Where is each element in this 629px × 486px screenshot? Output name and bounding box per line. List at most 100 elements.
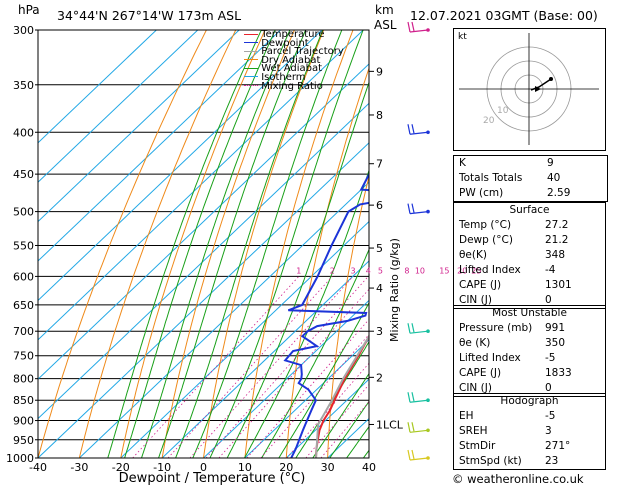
- km-tick-label: 8: [376, 109, 383, 122]
- wind-barb-dot: [426, 398, 430, 403]
- wet-adiabat-line: [192, 30, 343, 458]
- wind-barb: [409, 429, 429, 433]
- surface-label: Dewp (°C): [459, 234, 513, 246]
- isotherm-line: [79, 181, 369, 458]
- hodograph-label: StmSpd (kt): [459, 455, 522, 467]
- surface-value: 1301: [545, 279, 572, 291]
- hodograph-panel: Hodograph EH -5 SREH 3 StmDir 271° StmSpd (kt)…: [453, 393, 606, 470]
- isotherm-line: [120, 220, 369, 458]
- most-unstable-value: 0: [545, 382, 552, 394]
- mixing-ratio-label: 2: [330, 266, 335, 275]
- wind-barb-flag: [407, 392, 411, 403]
- surface-row: Lifted Index -4: [454, 263, 605, 278]
- wet-adiabat-line: [226, 80, 369, 458]
- km-tick-label: 6: [376, 199, 383, 212]
- hodograph-value: -5: [545, 410, 556, 422]
- wind-barb-flag: [411, 203, 415, 213]
- temp-tick-label: -10: [153, 461, 171, 474]
- pressure-tick-label: 700: [13, 325, 34, 338]
- isotherm-line: [38, 142, 369, 458]
- hodograph-row: StmDir 271°: [454, 439, 605, 454]
- dry-adiabat-line: [120, 30, 266, 458]
- wet-adiabat-line: [261, 248, 369, 458]
- km-tick-label: 1LCL: [376, 418, 404, 431]
- temperature-profile: [315, 334, 369, 458]
- km-unit-label: km: [375, 3, 394, 17]
- mixing-ratio-label: 1: [296, 266, 301, 275]
- temp-tick-label: -20: [112, 461, 130, 474]
- wet-adiabat-line: [157, 30, 307, 458]
- wet-adiabat-line: [345, 425, 369, 458]
- mixing-ratio-line: [205, 276, 369, 458]
- plot-area: [38, 30, 369, 458]
- location-title: 34°44'N 267°14'W 173m ASL: [57, 8, 242, 23]
- temp-tick-label: 20: [279, 461, 293, 474]
- isotherm-line: [38, 30, 199, 183]
- wind-barb-flag: [407, 422, 411, 433]
- legend-temperature: Temperature: [244, 30, 344, 40]
- isotherm-line: [38, 102, 369, 420]
- surface-value: 21.2: [545, 234, 569, 246]
- wet-adiabat-line: [312, 372, 369, 458]
- legend-isotherm: Isotherm: [244, 72, 344, 83]
- stability-indices-panel: K 9 Totals Totals 40 PW (cm) 2.59: [453, 155, 608, 202]
- mixing-ratio-label: 5: [378, 266, 383, 275]
- most-unstable-title: Most Unstable: [492, 307, 567, 319]
- temp-tick-label: -30: [70, 461, 88, 474]
- surface-row: CAPE (J) 1301: [454, 278, 605, 293]
- mixing-ratio-line: [189, 276, 354, 458]
- surface-value: 27.2: [545, 219, 569, 231]
- mixing-ratio-label: 8: [404, 266, 409, 275]
- wind-barb-dot: [426, 130, 430, 135]
- pressure-tick-label: 450: [13, 168, 34, 181]
- km-tick-label: 7: [376, 158, 383, 171]
- most-unstable-row: Lifted Index -5: [454, 351, 605, 366]
- surface-row: θe(K) 348: [454, 248, 605, 263]
- wind-barb: [409, 330, 429, 334]
- most-unstable-label: Lifted Index: [459, 352, 521, 364]
- wet-adiabat-line: [243, 168, 369, 458]
- hodograph-title: Hodograph: [500, 395, 559, 407]
- most-unstable-label: Pressure (mb): [459, 322, 533, 334]
- mixing-ratio-label: 15: [439, 266, 449, 275]
- surface-label: CIN (J): [459, 294, 492, 306]
- most-unstable-label: CIN (J): [459, 382, 492, 394]
- hodograph-ring-label: 20: [483, 116, 495, 126]
- wind-barb-flag: [407, 203, 411, 214]
- parcel-trajectory: [315, 334, 369, 458]
- pw-value: 2.59: [547, 187, 571, 199]
- pressure-tick-label: 1000: [6, 452, 34, 465]
- most-unstable-value: 1833: [545, 367, 572, 379]
- wind-barb: [409, 29, 429, 33]
- k-index-value: 9: [547, 157, 554, 169]
- legend-wet-adiabat: Wet Adiabat: [244, 64, 344, 74]
- mixing-ratio-label: 20: [457, 266, 467, 275]
- dry-adiabat-line: [202, 30, 325, 458]
- wind-barb-flag: [407, 323, 411, 334]
- mixing-ratio-label: 25: [471, 266, 481, 275]
- wet-adiabat-line: [329, 400, 369, 458]
- surface-row: Temp (°C) 27.2: [454, 218, 605, 233]
- storm-motion-marker: [535, 86, 541, 92]
- surface-value: 348: [545, 249, 566, 261]
- pressure-tick-label: 400: [13, 126, 34, 139]
- dry-adiabat-line: [78, 30, 237, 458]
- temp-tick-label: 0: [200, 461, 207, 474]
- pressure-tick-label: 800: [13, 373, 34, 386]
- isotherm-line: [161, 260, 369, 458]
- temp-tick-label: 30: [321, 461, 335, 474]
- mixing-ratio-line: [260, 333, 369, 458]
- wind-barb-dot: [426, 28, 430, 32]
- surface-label: Lifted Index: [459, 264, 521, 276]
- mixing-ratio-label: 4: [366, 266, 371, 275]
- wind-barb-flag: [411, 449, 415, 460]
- pressure-tick-label: 650: [13, 299, 34, 312]
- most-unstable-value: 991: [545, 322, 566, 334]
- wet-adiabat-line: [107, 30, 262, 458]
- wind-barb: [409, 131, 429, 135]
- most-unstable-value: 350: [545, 337, 566, 349]
- wind-barb-dot: [426, 329, 430, 334]
- x-axis-label: Dewpoint / Temperature (°C): [119, 471, 306, 486]
